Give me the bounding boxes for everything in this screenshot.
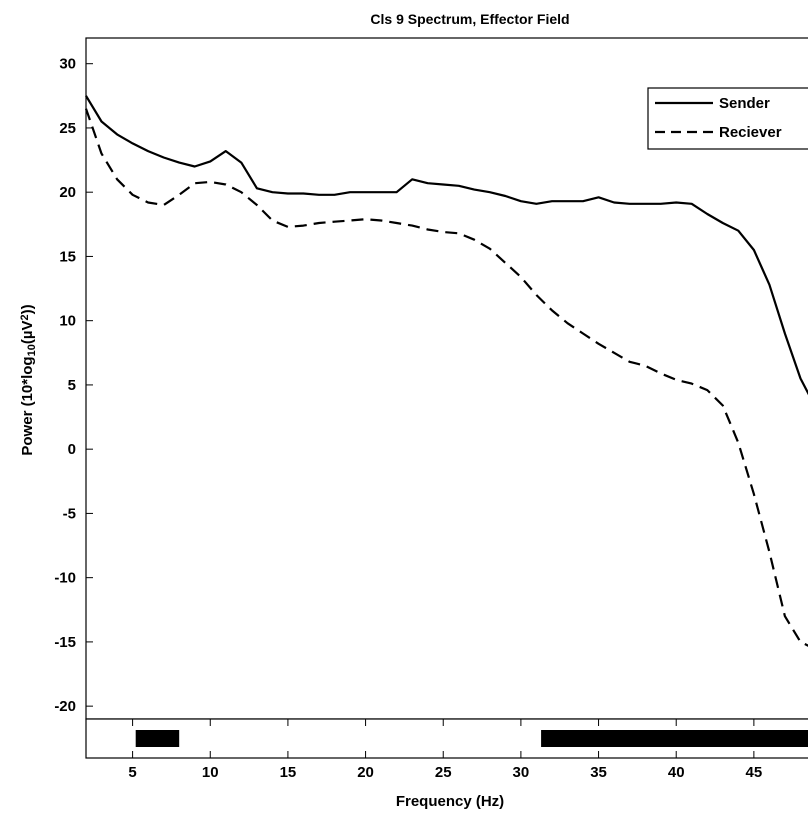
x-tick-label: 15	[280, 764, 297, 781]
y-tick-label: 5	[68, 377, 76, 394]
x-tick-label: 45	[746, 764, 763, 781]
y-tick-label: -20	[54, 698, 76, 715]
plot-area: -20 -15 -10 -5 0 5 10 15 20 25 30	[54, 37, 808, 720]
series-line-sender	[85, 95, 808, 396]
series-lines	[84, 95, 808, 647]
x-axis-label: Frequency (Hz)	[396, 793, 504, 810]
x-tick-label: 20	[357, 764, 374, 781]
significance-bar	[541, 730, 808, 747]
legend: Sender Reciever	[647, 87, 808, 150]
y-tick-label: -10	[54, 570, 76, 587]
series-line-reciever	[84, 108, 808, 647]
x-tick-label: 40	[668, 764, 685, 781]
y-tick-label: 10	[59, 313, 76, 330]
y-axis-label: Power (10*log10(µV2))	[19, 304, 39, 455]
x-axis-ticks: 5 10 15 20 25 30 35 40 45	[128, 719, 762, 781]
y-axis-label-sup: 2	[19, 314, 31, 320]
x-tick-label: 35	[590, 764, 607, 781]
y-tick-label: 20	[59, 184, 76, 201]
x-tick-label: 30	[513, 764, 530, 781]
y-axis-label-mid: (µV	[19, 321, 36, 345]
significance-strip: 5 10 15 20 25 30 35 40 45	[85, 718, 808, 781]
x-tick-label: 5	[128, 764, 136, 781]
x-tick-label: 10	[202, 764, 219, 781]
y-tick-label: 0	[68, 441, 76, 458]
x-tick-label: 25	[435, 764, 452, 781]
legend-label-sender: Sender	[719, 95, 770, 112]
y-tick-label: 15	[59, 248, 76, 265]
significance-bar	[135, 730, 180, 747]
significance-bars	[135, 730, 808, 747]
chart-title: Cls 9 Spectrum, Effector Field	[370, 11, 569, 27]
y-axis-label-pre: Power (10*log	[19, 356, 36, 455]
y-tick-label: -5	[63, 505, 76, 522]
y-axis-label-sub: 10	[26, 344, 38, 356]
plot-frame	[85, 37, 808, 720]
legend-label-reciever: Reciever	[719, 124, 782, 141]
y-axis-label-post: ))	[19, 304, 36, 314]
y-tick-label: -15	[54, 634, 76, 651]
y-axis-ticks: -20 -15 -10 -5 0 5 10 15 20 25 30	[54, 56, 93, 715]
legend-box	[647, 87, 808, 150]
y-tick-label: 30	[59, 56, 76, 73]
y-tick-label: 25	[59, 120, 76, 137]
